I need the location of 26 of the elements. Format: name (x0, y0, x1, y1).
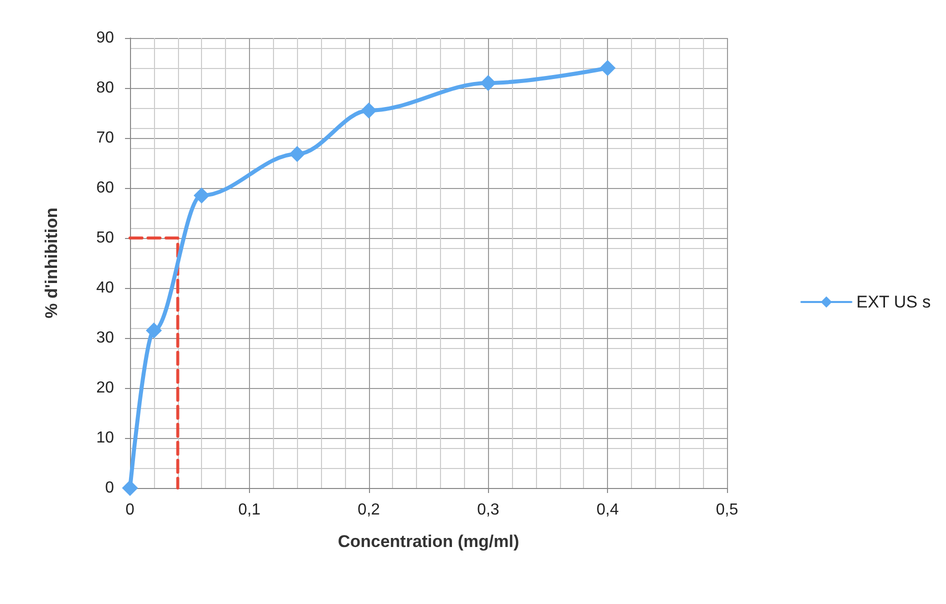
x-tick-label: 0 (126, 502, 135, 518)
x-tick-label: 0,1 (238, 502, 261, 518)
x-axis-title: Concentration (mg/ml) (338, 532, 520, 551)
y-axis-title: % d'inhibition (42, 208, 61, 318)
y-tick-label: 50 (96, 230, 114, 246)
y-tick-label: 90 (96, 30, 114, 46)
point (289, 146, 306, 162)
x-tick-label: 0,2 (358, 502, 380, 518)
y-tick-label: 20 (96, 380, 114, 396)
point (600, 60, 616, 76)
point (194, 188, 210, 204)
y-tick-label: 10 (96, 430, 114, 446)
point (360, 102, 377, 118)
x-tick-label: 0,3 (477, 502, 500, 518)
y-tick-label: 30 (96, 330, 114, 346)
y-tick-label: 80 (96, 80, 114, 96)
x-tick-label: 0,5 (716, 502, 738, 518)
point (122, 480, 138, 496)
point (480, 75, 496, 91)
point (146, 322, 162, 338)
y-tick-label: 40 (96, 280, 114, 296)
y-tick-label: 60 (96, 180, 114, 196)
y-tick-label: 0 (105, 480, 114, 496)
legend-label: EXT US s (856, 292, 931, 312)
x-tick-label: 0,4 (596, 502, 619, 518)
y-tick-label: 70 (96, 130, 114, 146)
